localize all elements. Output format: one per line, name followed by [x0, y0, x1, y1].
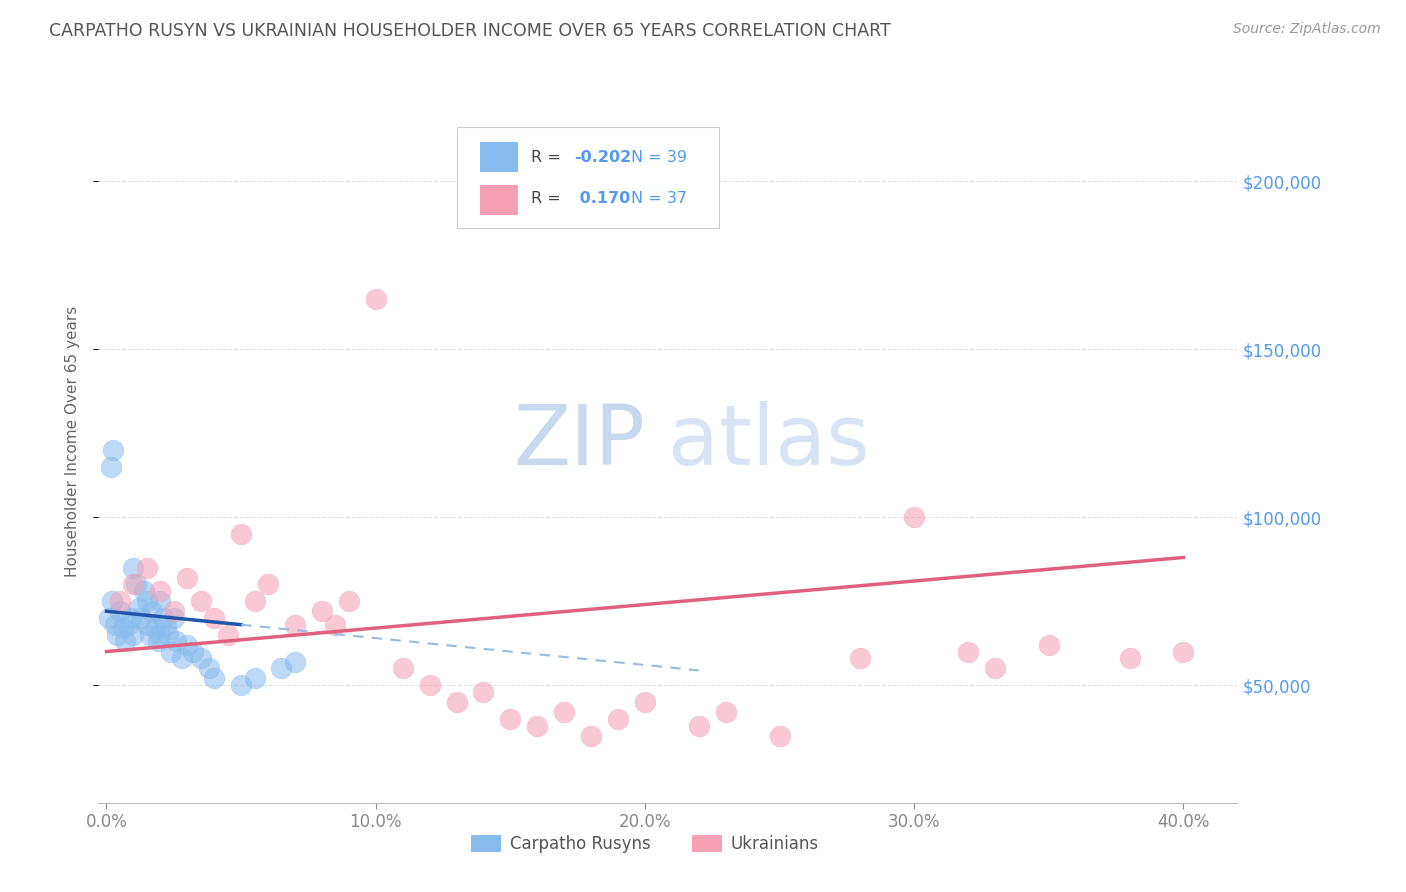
Point — [903, 510, 925, 524]
Text: ZIP: ZIP — [513, 401, 645, 482]
Point — [176, 571, 198, 585]
Point — [217, 628, 239, 642]
Point — [229, 527, 252, 541]
FancyBboxPatch shape — [457, 128, 718, 228]
Point — [526, 718, 548, 732]
Point — [957, 644, 980, 658]
Point — [134, 584, 156, 599]
Point — [284, 655, 307, 669]
Point — [419, 678, 441, 692]
Point — [135, 594, 157, 608]
Text: R =: R = — [531, 191, 567, 206]
Point — [243, 594, 266, 608]
Point — [149, 584, 172, 599]
Point — [284, 617, 307, 632]
Point — [688, 718, 710, 732]
Y-axis label: Householder Income Over 65 years: Householder Income Over 65 years — [65, 306, 80, 577]
Point — [337, 594, 360, 608]
Point — [190, 594, 212, 608]
Point — [166, 634, 188, 648]
Point — [163, 611, 186, 625]
Point — [103, 617, 125, 632]
Point — [849, 651, 872, 665]
Point — [111, 621, 134, 635]
Point — [146, 634, 169, 648]
Point — [122, 628, 145, 642]
Legend: Carpatho Rusyns, Ukrainians: Carpatho Rusyns, Ukrainians — [465, 828, 825, 860]
Point — [176, 638, 198, 652]
Point — [135, 617, 157, 632]
Point — [149, 594, 172, 608]
Point — [120, 611, 142, 625]
Point — [579, 729, 602, 743]
Point — [163, 604, 186, 618]
Point — [108, 604, 131, 618]
Point — [391, 661, 413, 675]
Point — [138, 628, 160, 642]
Text: Source: ZipAtlas.com: Source: ZipAtlas.com — [1233, 22, 1381, 37]
Point — [257, 577, 280, 591]
Point — [114, 634, 136, 648]
Point — [131, 611, 153, 625]
Point — [143, 621, 166, 635]
Bar — [479, 185, 517, 215]
Point — [128, 600, 150, 615]
Point — [364, 292, 387, 306]
Point — [190, 651, 212, 665]
Point — [105, 628, 128, 642]
Point — [984, 661, 1007, 675]
Point — [1173, 644, 1195, 658]
Text: N = 37: N = 37 — [631, 191, 688, 206]
Point — [117, 617, 139, 632]
Text: -0.202: -0.202 — [575, 150, 631, 165]
Point — [152, 611, 174, 625]
Point — [229, 678, 252, 692]
Point — [311, 604, 333, 618]
Point — [170, 651, 193, 665]
Point — [499, 712, 522, 726]
Point — [125, 577, 148, 591]
Text: R =: R = — [531, 150, 567, 165]
Point — [108, 594, 131, 608]
Point — [149, 628, 172, 642]
Point — [472, 685, 495, 699]
Point — [135, 560, 157, 574]
Point — [714, 705, 737, 719]
Point — [157, 628, 180, 642]
Point — [768, 729, 790, 743]
Point — [325, 617, 347, 632]
Point — [202, 672, 225, 686]
Point — [553, 705, 575, 719]
Point — [198, 661, 221, 675]
Point — [202, 611, 225, 625]
Text: atlas: atlas — [668, 401, 869, 482]
Point — [270, 661, 292, 675]
Point — [243, 672, 266, 686]
Text: 0.170: 0.170 — [575, 191, 631, 206]
Point — [98, 611, 121, 625]
Point — [181, 644, 204, 658]
Bar — [479, 142, 517, 172]
Point — [122, 577, 145, 591]
Point — [103, 442, 125, 457]
Text: CARPATHO RUSYN VS UKRAINIAN HOUSEHOLDER INCOME OVER 65 YEARS CORRELATION CHART: CARPATHO RUSYN VS UKRAINIAN HOUSEHOLDER … — [49, 22, 891, 40]
Point — [607, 712, 630, 726]
Point — [122, 560, 145, 574]
Point — [446, 695, 468, 709]
Point — [155, 617, 177, 632]
Point — [1118, 651, 1140, 665]
Point — [160, 644, 183, 658]
Point — [141, 604, 163, 618]
Point — [634, 695, 657, 709]
Text: N = 39: N = 39 — [631, 150, 688, 165]
Point — [100, 459, 122, 474]
Point — [1038, 638, 1060, 652]
Point — [101, 594, 124, 608]
